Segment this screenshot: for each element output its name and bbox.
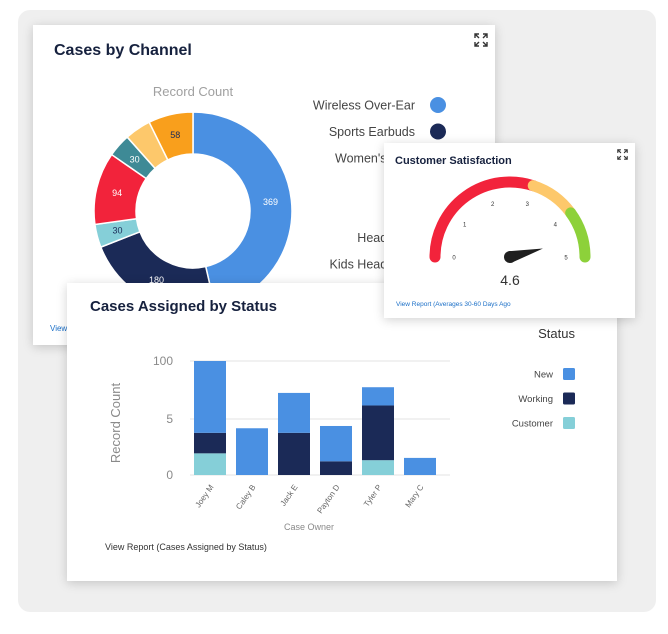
bar-segment[interactable] [194,453,226,475]
slice-data-label: 30 [130,154,140,164]
gauge-band [527,180,577,219]
bar-segment[interactable] [320,425,352,462]
view-report-link[interactable]: View [50,324,68,333]
slice-data-label: 180 [149,275,164,285]
gauge-tick-label: 2 [491,202,495,208]
view-report-link[interactable]: View Report (Cases Assigned by Status) [105,542,267,552]
legend-swatch [563,392,575,405]
legend-swatch [563,417,575,429]
legend-swatch [430,97,446,113]
y-axis-label: Record Count [108,383,123,464]
legend-swatch [430,123,446,140]
status-bar-chart: 100 5 0 Joey M Caley B Jack E Payton D Tyler P… [108,326,575,532]
card-title: Cases Assigned by Status [90,298,278,315]
view-report-link[interactable]: View Report (Averages 30-60 Days Ago [396,301,511,308]
slice-data-label: 58 [170,130,180,140]
legend-label: Working [518,394,553,405]
expand-icon[interactable] [617,149,628,160]
y-tick-label: 0 [166,468,173,482]
x-axis-label: Case Owner [284,522,334,532]
bar-segment[interactable] [320,461,352,475]
bar-segment[interactable] [194,432,226,454]
x-tick-label: Tyler P [362,483,384,509]
bar-segment[interactable] [278,432,310,475]
legend-label: Wireless Over-Ear [313,99,415,113]
gauge-tick-label: 0 [452,256,456,262]
bar-segment[interactable] [236,428,268,475]
chart-subtitle: Record Count [153,84,234,99]
card-title: Cases by Channel [54,42,192,59]
gauge-tick-label: 3 [526,202,530,208]
legend-swatch [563,368,575,380]
card-title: Customer Satisfaction [395,155,512,167]
bar-segment[interactable] [278,392,310,433]
gauge-tick-label: 1 [463,223,467,229]
bar-segment[interactable] [362,460,394,475]
x-tick-label: Payton D [315,483,341,515]
donut-slice[interactable] [148,111,194,161]
legend-label: Customer [512,419,553,430]
gauge-needle [508,248,543,263]
gauge-needle-hub [504,251,516,263]
bar-segment[interactable] [362,405,394,461]
customer-satisfaction-card: Customer Satisfaction 0 1 2 3 4 5 4.6 View Re… [384,143,635,318]
bar-segment[interactable] [362,387,394,406]
bar-segment[interactable] [404,457,436,475]
gauge-value: 4.6 [500,272,520,288]
expand-icon[interactable] [474,33,488,47]
slice-data-label: 30 [113,226,123,236]
x-tick-label: Mary C [403,483,425,509]
legend-title: Status [538,326,575,341]
y-tick-label: 5 [166,412,173,426]
gauge-band [429,176,539,263]
x-tick-label: Caley B [234,483,257,511]
gauge-tick-label: 5 [564,256,568,262]
bar-segment[interactable] [194,361,226,433]
cases-by-status-card: Cases Assigned by Status 100 5 0 Joey M Cal… [67,283,617,581]
satisfaction-gauge: 0 1 2 3 4 5 4.6 [429,176,591,288]
legend-label: New [534,370,553,381]
legend-label: Sports Earbuds [329,125,415,139]
y-tick-label: 100 [153,354,173,368]
x-tick-label: Jack E [278,483,299,508]
slice-data-label: 94 [112,188,122,198]
x-tick-label: Joey M [193,483,215,510]
gauge-tick-label: 4 [554,223,558,229]
gauge-band [565,207,591,263]
slice-data-label: 369 [263,197,278,207]
